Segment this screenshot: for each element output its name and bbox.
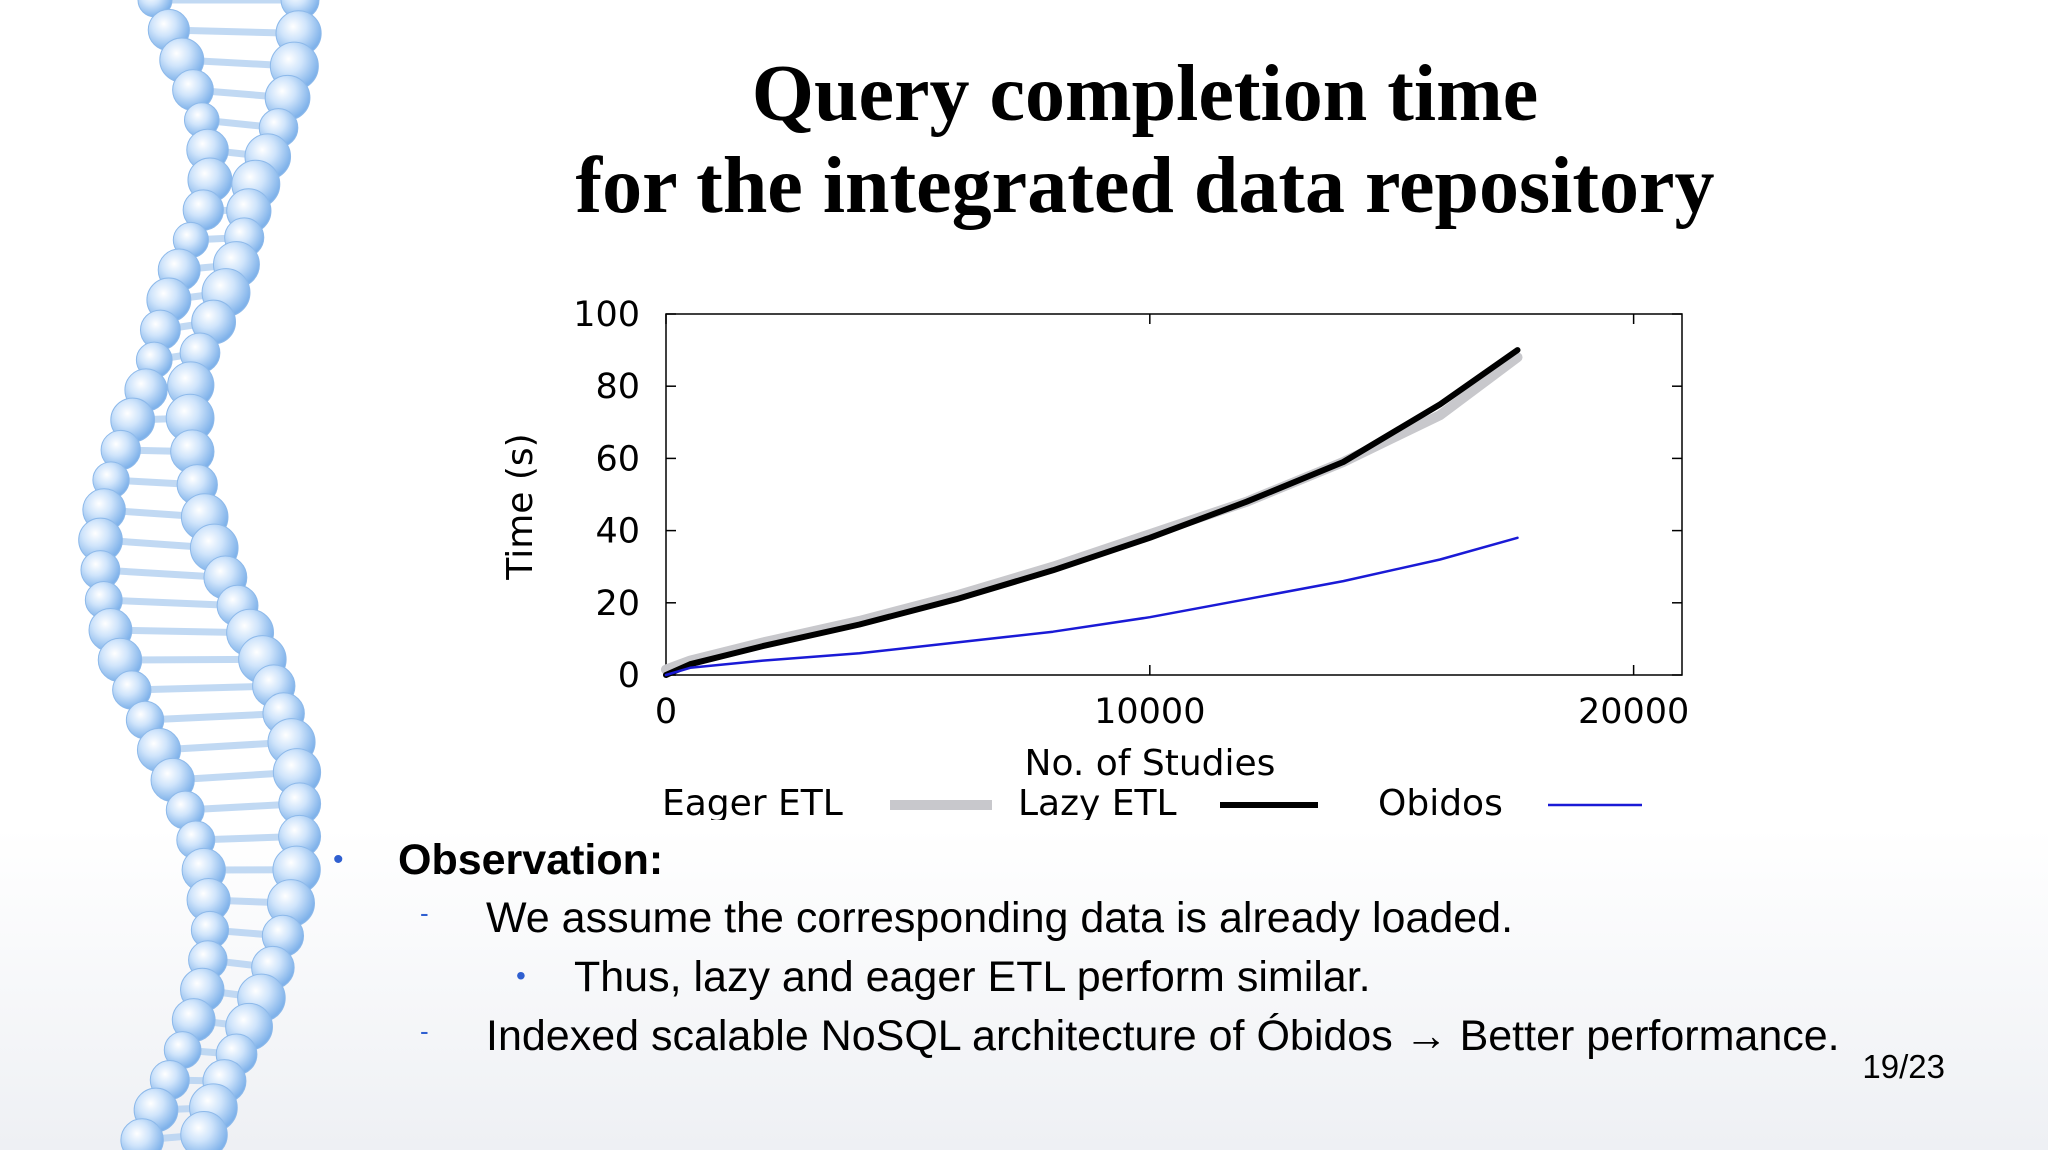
page-number: 19/23: [1862, 1048, 1945, 1085]
bullet-dash-icon: -: [420, 898, 429, 928]
bullet-subitem-similar: Thus, lazy and eager ETL perform similar…: [574, 953, 1371, 1001]
y-tick-label: 20: [595, 584, 640, 624]
bullet-dot-icon: •: [516, 960, 526, 991]
legend-label: Eager ETL: [662, 783, 843, 820]
slide-title-line1: Query completion time: [751, 50, 1539, 138]
bullet-item-nosql: Indexed scalable NoSQL architecture of Ó…: [486, 1012, 1840, 1060]
y-tick-label: 80: [595, 367, 640, 407]
y-tick-label: 40: [595, 512, 640, 552]
series-line-obidos: [664, 536, 1519, 677]
bullet-dash-icon: -: [420, 1016, 429, 1046]
x-tick-label: 0: [655, 692, 677, 732]
y-tick-label: 60: [595, 439, 640, 479]
y-axis-label: Time (s): [500, 433, 541, 580]
slide-title-line2: for the integrated data repository: [575, 142, 1715, 230]
dna-rung: [128, 682, 278, 694]
legend-label: Obidos: [1378, 783, 1503, 820]
series-line-eager-etl: [661, 352, 1523, 675]
bullet-item-loaded: We assume the corresponding data is alre…: [486, 894, 1514, 942]
observation-label: Observation:: [398, 836, 664, 884]
x-tick-label: 20000: [1578, 692, 1689, 732]
completion-time-chart: 0 20 40 60 80 100 0 10000 20000 No. of Studies Tim…: [500, 295, 1689, 820]
dna-bead-icon: [180, 1111, 228, 1150]
y-tick-label: 100: [573, 295, 640, 335]
dna-bead-icon: [120, 1118, 164, 1150]
y-tick-label: 0: [618, 656, 640, 696]
x-axis-label: No. of Studies: [1025, 743, 1276, 784]
dna-rung: [100, 596, 242, 610]
plot-frame: [665, 313, 1683, 676]
legend-label: Lazy ETL: [1018, 783, 1177, 820]
dna-helix-decoration: [78, 0, 322, 1150]
dna-rung: [141, 710, 288, 724]
x-tick-label: 10000: [1094, 692, 1205, 732]
series-line-lazy-etl: [663, 347, 1521, 678]
